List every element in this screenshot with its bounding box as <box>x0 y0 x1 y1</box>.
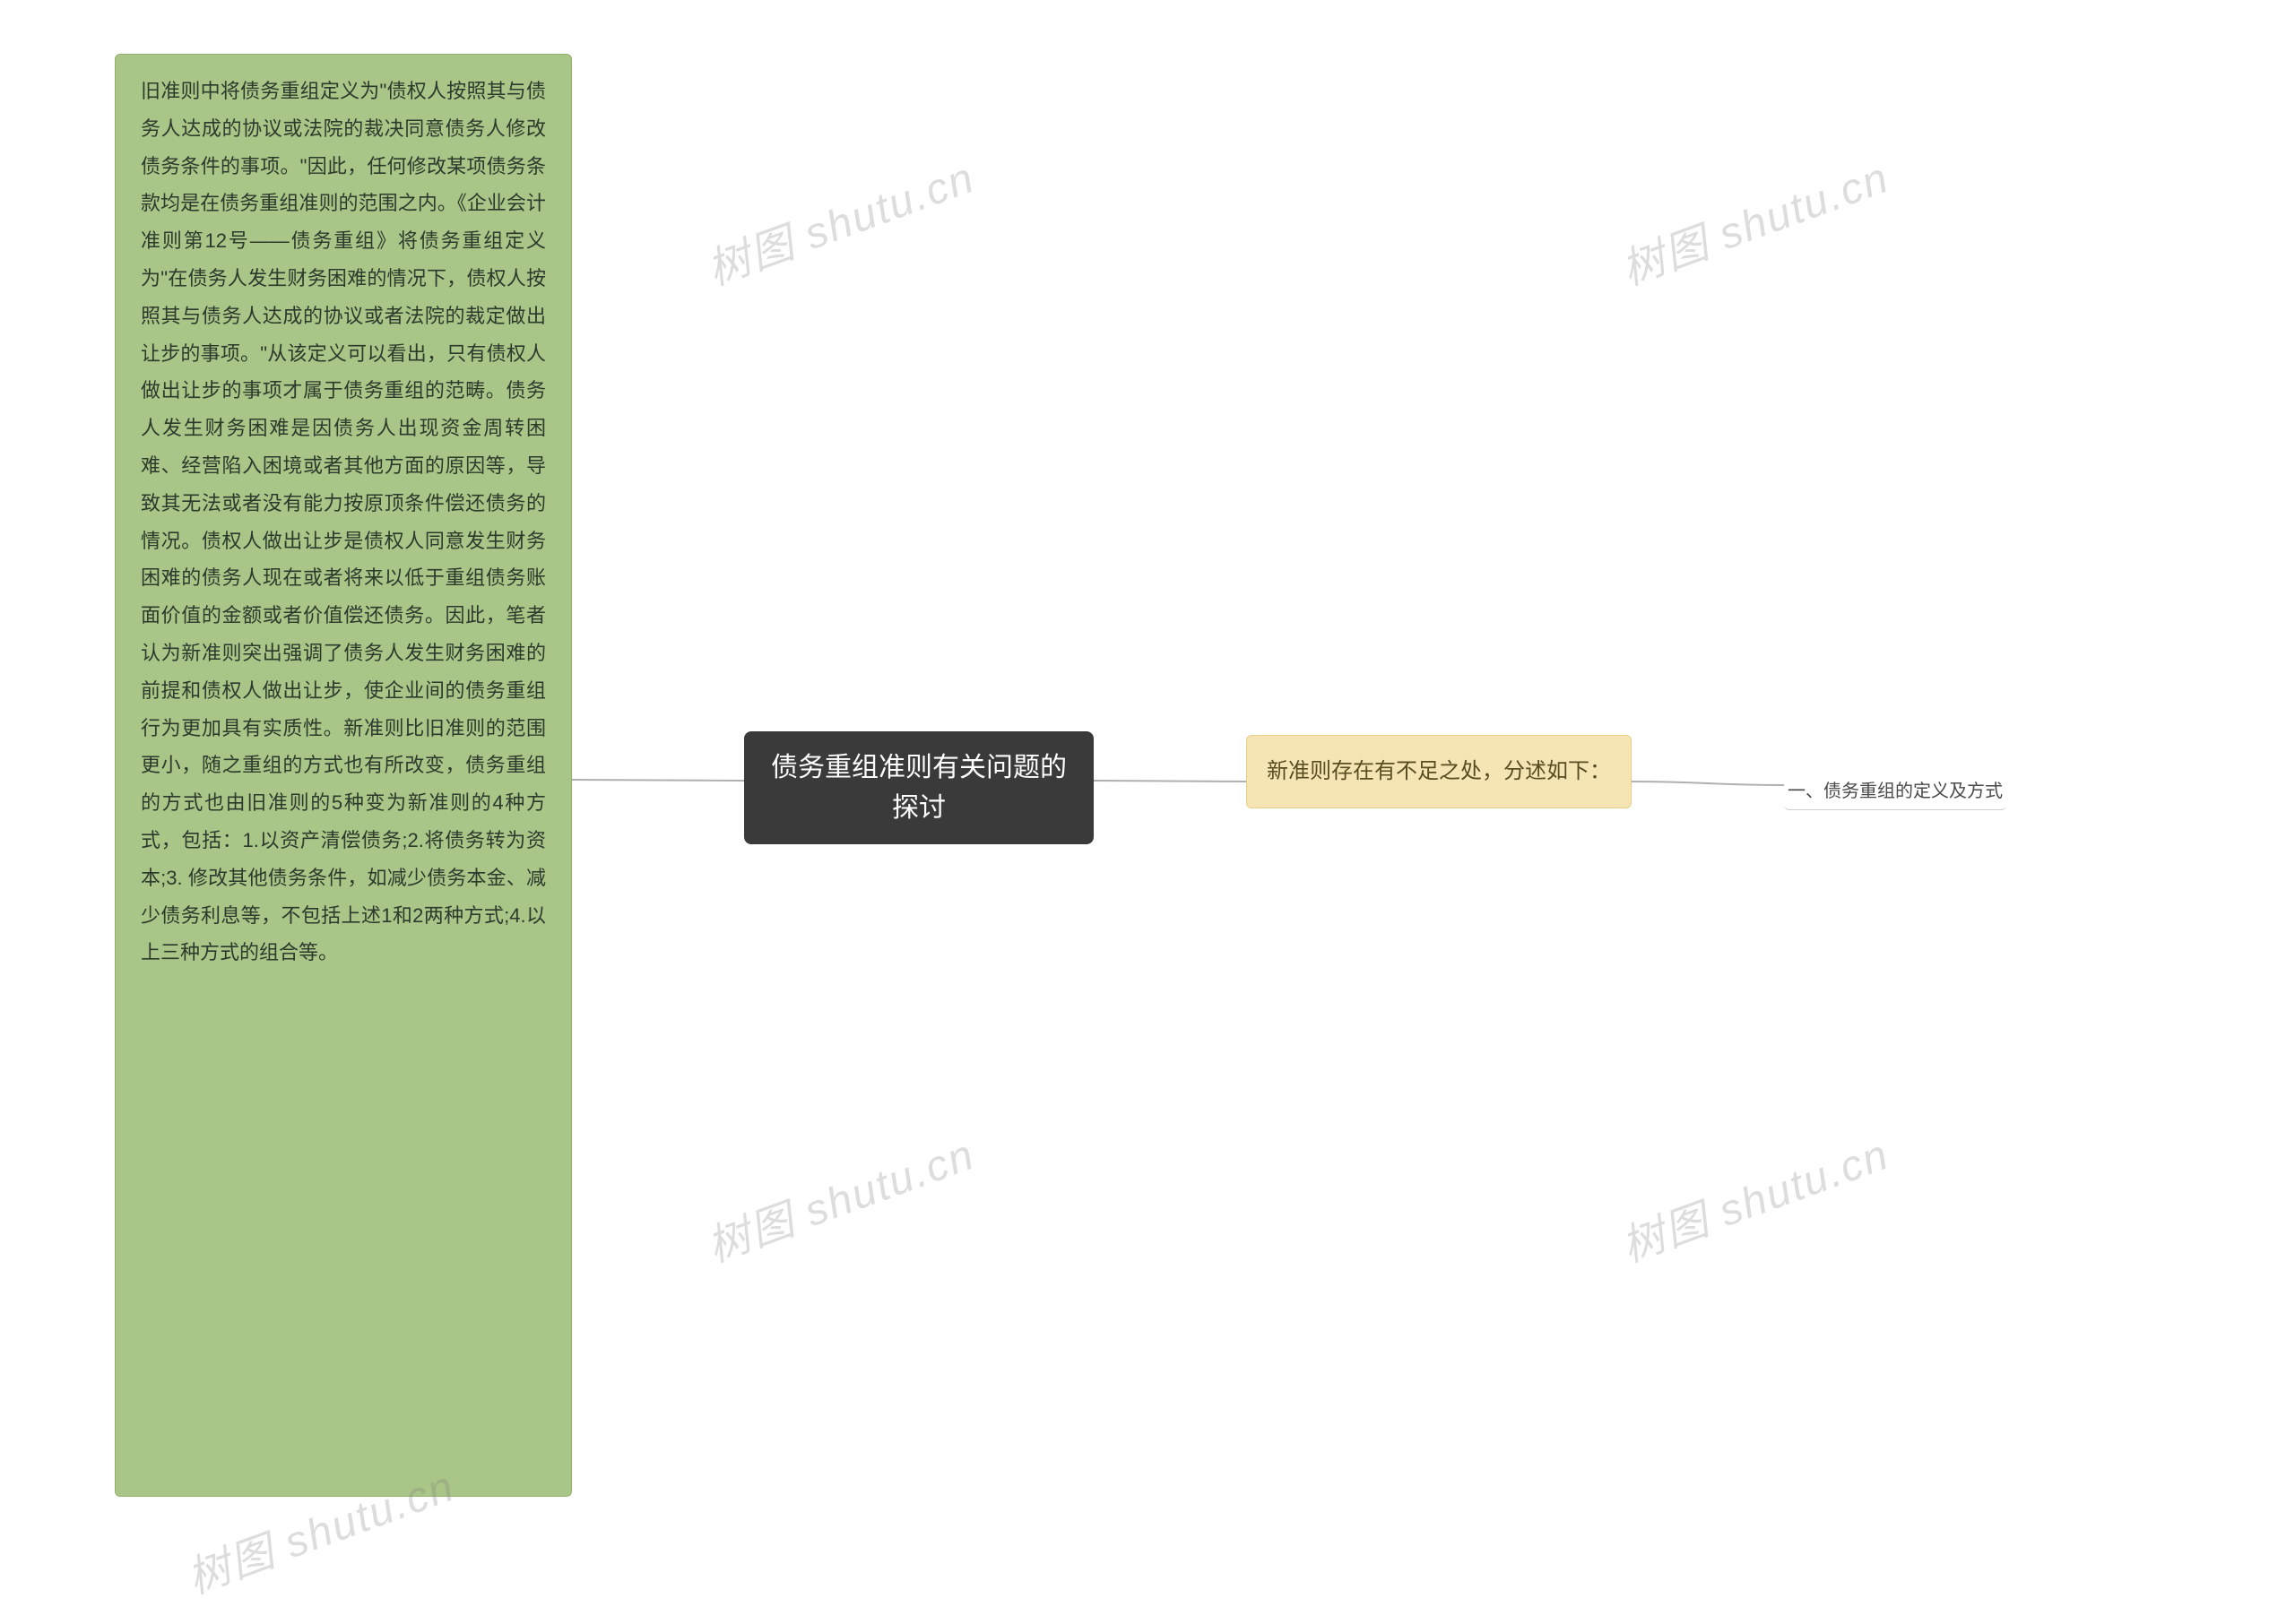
center-node[interactable]: 债务重组准则有关问题的探讨 <box>744 731 1094 844</box>
leaf-node-1-label: 一、债务重组的定义及方式 <box>1788 776 2003 802</box>
sub-node-1[interactable]: 新准则存在有不足之处，分述如下： <box>1246 735 1632 808</box>
watermark: 树图 shutu.cn <box>1611 143 1896 298</box>
detail-text-node[interactable]: 旧准则中将债务重组定义为"债权人按照其与债务人达成的协议或法院的裁决同意债务人修… <box>115 54 572 1497</box>
edge-detail-to-center <box>572 780 744 781</box>
sub-node-1-label: 新准则存在有不足之处，分述如下： <box>1267 756 1611 788</box>
mindmap-canvas: 旧准则中将债务重组定义为"债权人按照其与债务人达成的协议或法院的裁决同意债务人修… <box>0 0 2295 1624</box>
watermark: 树图 shutu.cn <box>1611 1119 1896 1274</box>
detail-text-content: 旧准则中将债务重组定义为"债权人按照其与债务人达成的协议或法院的裁决同意债务人修… <box>141 80 546 963</box>
leaf-node-1[interactable]: 一、债务重组的定义及方式 <box>1784 769 2006 810</box>
edge-sub1-to-leaf1 <box>1632 782 1784 785</box>
edge-center-to-sub1 <box>1094 781 1246 782</box>
center-node-label: 债务重组准则有关问题的探讨 <box>771 747 1067 828</box>
watermark: 树图 shutu.cn <box>697 143 982 298</box>
watermark: 树图 shutu.cn <box>697 1119 982 1274</box>
